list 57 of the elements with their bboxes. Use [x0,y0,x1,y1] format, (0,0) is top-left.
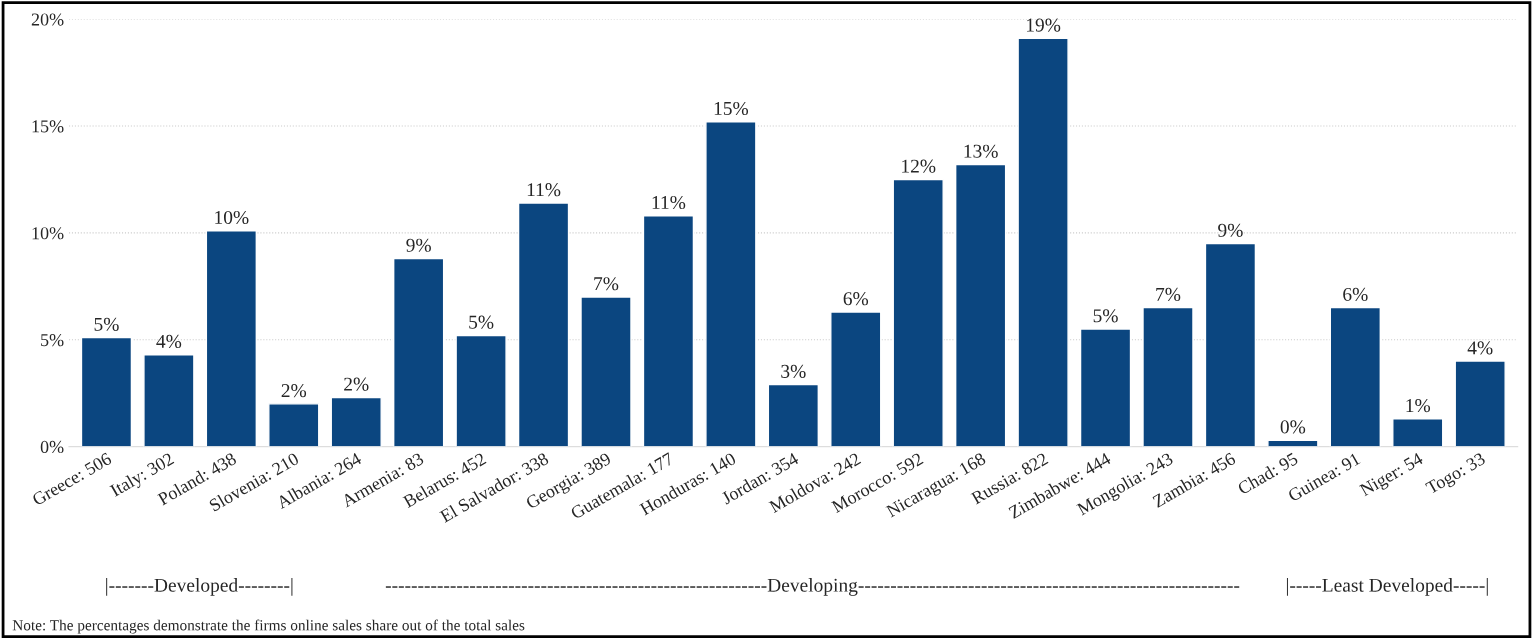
data-label: 5% [1093,309,1118,323]
bar [705,121,757,447]
bar [642,215,695,447]
data-label: 11% [527,183,561,197]
data-label: 4% [156,334,182,349]
y-tick-label: 15% [32,120,64,133]
data-label: 3% [781,364,806,378]
text: |-----Least Developed-----| [1286,578,1488,596]
data-label: 9% [406,238,431,252]
bar [1142,306,1194,447]
y-tick-label: 0% [40,440,64,454]
x-tick-label: Niger: 54 [1358,452,1426,500]
bar [1392,418,1444,447]
data-label: 11% [652,195,686,210]
data-label: 7% [594,277,619,291]
bar [580,296,632,447]
data-label: 5% [469,315,494,329]
bar [205,230,258,447]
bar [1204,242,1257,447]
data-label: 12% [902,159,936,173]
data-label: 10% [215,210,249,225]
bar [330,396,382,447]
y-tick-label: 5% [41,333,64,347]
x-tick-label: Togo: 33 [1424,452,1488,498]
bar [80,336,133,447]
bar [143,354,195,447]
bar [268,403,320,447]
bar [1454,360,1506,447]
data-label: 9% [1218,223,1243,237]
data-label: 1% [1406,398,1431,413]
bar [1079,328,1132,447]
bar [892,178,944,447]
data-label: 6% [1343,287,1368,302]
bar [954,163,1007,447]
bar [392,257,445,447]
bar [767,383,819,447]
bar [830,311,882,447]
bar [517,202,570,447]
data-label: 7% [1156,287,1181,302]
data-label: 5% [94,317,119,331]
data-label: 15% [714,101,749,116]
bar [455,334,507,447]
data-label: 0% [1280,420,1306,434]
data-label: 4% [1467,341,1493,355]
data-label: 13% [964,144,998,158]
y-tick-label: 10% [32,227,64,240]
y-tick-label: 20% [31,13,64,26]
bar [1329,306,1381,447]
data-label: 2% [344,377,369,391]
bar [1267,439,1319,447]
data-label: 6% [843,292,869,306]
text: |-------Developed--------| [106,578,293,596]
data-label: 19% [1026,18,1061,32]
text: -----------------------------------------------------------Developing----------------------------------------------------------- [385,578,1240,596]
text: Note: The percentages demonstrate the firms online sales share out of the total sales [12,619,525,634]
data-label: 2% [281,384,307,398]
bar [1017,37,1069,447]
